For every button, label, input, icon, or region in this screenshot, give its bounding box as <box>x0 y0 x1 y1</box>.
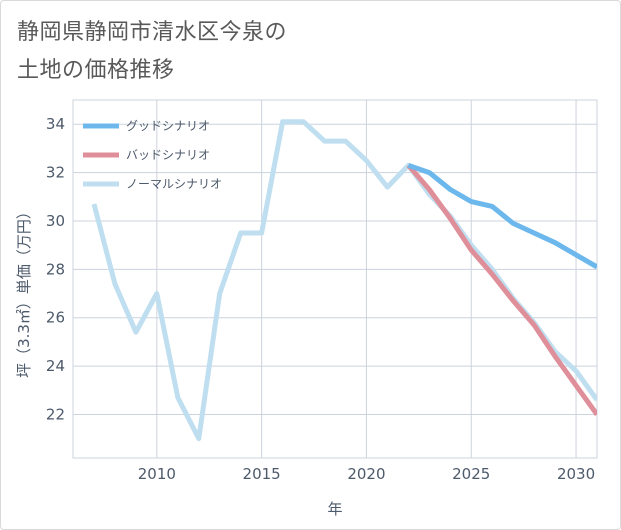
title-line-1: 静岡県静岡市清水区今泉の <box>17 20 288 45</box>
y-tick-label: 28 <box>46 260 65 278</box>
y-tick-label: 32 <box>46 164 65 182</box>
legend-label: グッドシナリオ <box>126 119 210 133</box>
legend-label: バッドシナリオ <box>126 148 210 162</box>
x-tick-label: 2020 <box>347 465 385 483</box>
chart-title: 静岡県静岡市清水区今泉の 土地の価格推移 <box>17 14 287 90</box>
y-tick-label: 22 <box>46 405 65 423</box>
series-line-0 <box>407 162 597 270</box>
series-line-2 <box>91 119 597 442</box>
x-axis-label: 年 <box>327 500 342 518</box>
title-line-2: 土地の価格推移 <box>17 58 175 83</box>
y-tick-label: 26 <box>46 309 65 327</box>
plot-border <box>72 99 598 459</box>
y-axis-label: 坪（3.3㎡）単価（万円） <box>15 204 33 378</box>
y-tick-label: 30 <box>46 212 65 230</box>
y-tick-label: 34 <box>46 115 65 133</box>
series-layer <box>91 119 597 442</box>
tick-labels: 22 24 26 28 30 32 34 2010 2015 2020 2025 2030 <box>46 115 595 483</box>
x-tick-label: 2030 <box>557 465 595 483</box>
x-tick-label: 2010 <box>138 465 176 483</box>
x-tick-label: 2025 <box>452 465 490 483</box>
legend-label: ノーマルシナリオ <box>126 177 222 191</box>
x-tick-label: 2015 <box>243 465 281 483</box>
series-line-1 <box>406 163 597 416</box>
y-tick-label: 24 <box>46 357 65 375</box>
